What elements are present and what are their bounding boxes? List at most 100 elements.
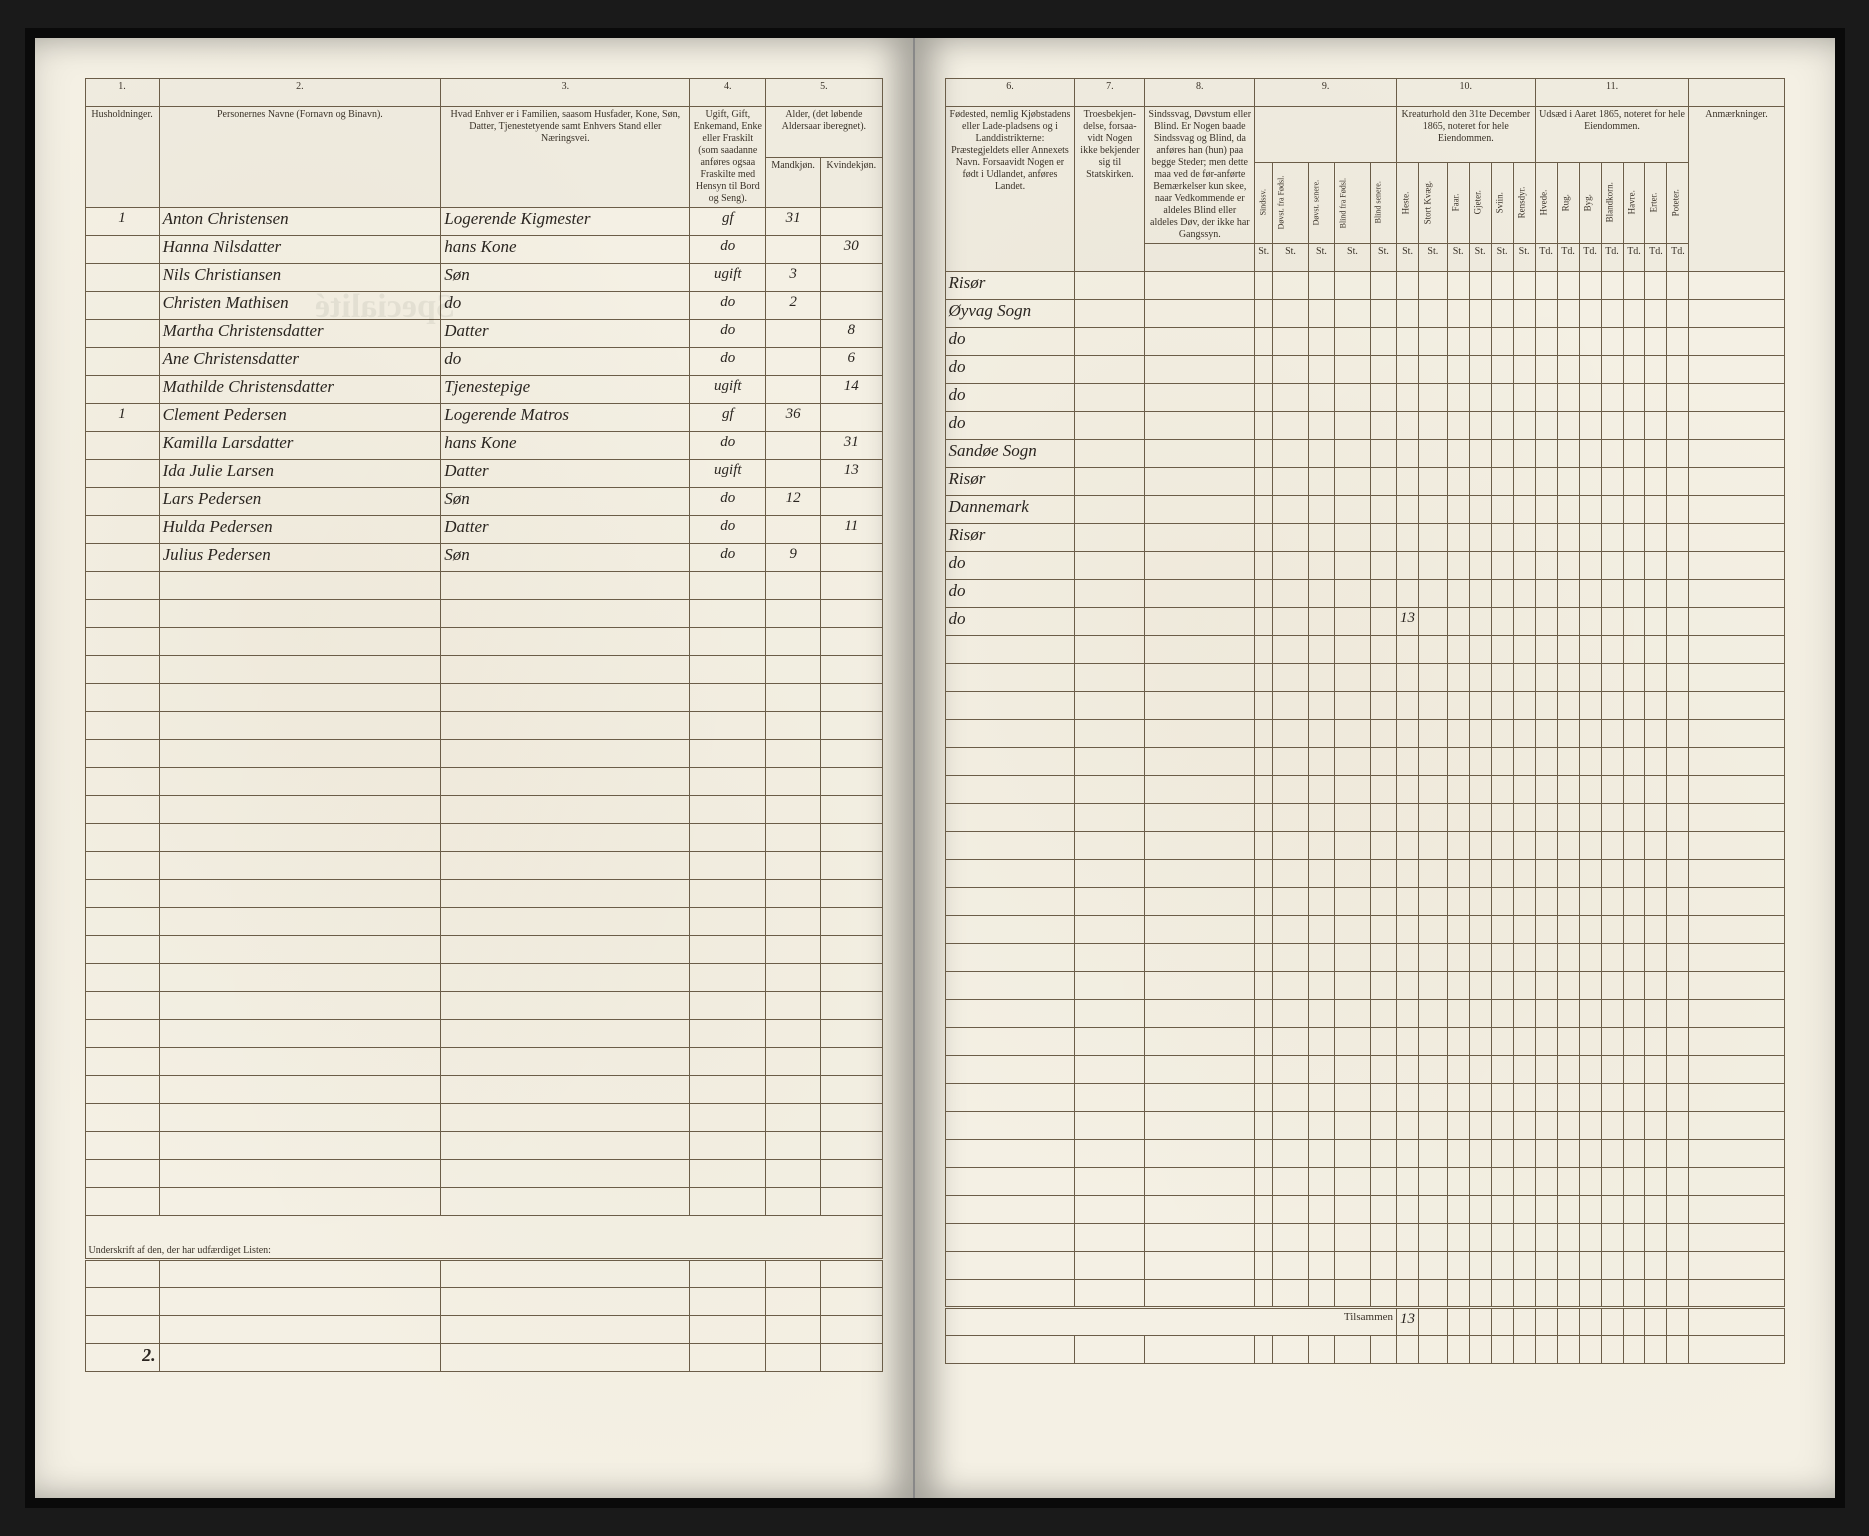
unit-10d: St.: [1469, 244, 1491, 272]
unit-11b: Td.: [1557, 244, 1579, 272]
right-ledger-table: 6. 7. 8. 9. 10. 11. Fødested, nemlig Kjø…: [945, 78, 1785, 1364]
colnum-3: 3.: [441, 79, 690, 107]
table-row: do: [945, 356, 1784, 384]
table-row: [945, 1056, 1784, 1084]
table-row: Christen Mathisen dodo2: [85, 292, 882, 320]
left-empty-rows: [85, 572, 882, 1216]
table-row: Dannemark: [945, 496, 1784, 524]
table-row: do: [945, 580, 1784, 608]
table-row: [85, 936, 882, 964]
unit-11c: Td.: [1579, 244, 1601, 272]
table-row: [945, 636, 1784, 664]
unit-9c: St.: [1308, 244, 1334, 272]
hdr-11e: Havre.: [1623, 162, 1645, 243]
tilsammen-label: Tilsammen: [945, 1308, 1397, 1336]
unit-9d: St.: [1335, 244, 1371, 272]
right-empty-rows: [945, 636, 1784, 1308]
table-row: Lars Pedersen Søndo12: [85, 488, 882, 516]
unit-10e: St.: [1491, 244, 1513, 272]
table-row: [85, 852, 882, 880]
table-row: [85, 992, 882, 1020]
table-row: Sandøe Sogn: [945, 440, 1784, 468]
unit-11d: Td.: [1601, 244, 1623, 272]
hdr-age: Alder, (det løbende Aldersaar iberegnet)…: [766, 107, 882, 158]
hdr-11f: Erter.: [1645, 162, 1667, 243]
table-row: [945, 720, 1784, 748]
table-row: Ida Julie Larsen Datterugift13: [85, 460, 882, 488]
hdr-female: Kvindekjøn.: [821, 158, 882, 208]
hdr-remarks: Anmærkninger.: [1689, 107, 1784, 272]
hdr-11a: Hvede.: [1535, 162, 1557, 243]
table-row: [85, 628, 882, 656]
table-row: do: [945, 552, 1784, 580]
table-row: [85, 1048, 882, 1076]
table-row: [85, 964, 882, 992]
hdr-10e: Sviin.: [1491, 162, 1513, 243]
hdr-9c: Døvst. senere.: [1308, 162, 1334, 243]
table-row: Ane Christensdatter dodo6: [85, 348, 882, 376]
colnum-8: 8.: [1145, 79, 1255, 107]
colnum-2: 2.: [159, 79, 441, 107]
unit-10b: St.: [1419, 244, 1448, 272]
table-row: Kamilla Larsdatterhans Konedo31: [85, 432, 882, 460]
table-row: Martha Christensdatter Datterdo8: [85, 320, 882, 348]
table-row: [945, 1084, 1784, 1112]
unit-11e: Td.: [1623, 244, 1645, 272]
table-row: [945, 1280, 1784, 1308]
hdr-marital: Ugift, Gift, Enkemand, Enke eller Fraski…: [690, 107, 766, 208]
table-row: [85, 880, 882, 908]
hdr-11d: Blandkorn.: [1601, 162, 1623, 243]
table-row: do: [945, 384, 1784, 412]
table-row: [945, 776, 1784, 804]
table-row: do: [945, 328, 1784, 356]
left-table-body: 1Anton ChristensenLogerende Kigmestergf3…: [85, 208, 882, 572]
hdr-livestock: Kreaturhold den 31te December 1865, note…: [1397, 107, 1536, 163]
table-row: Øyvag Sogn: [945, 300, 1784, 328]
table-row: Mathilde ChristensdatterTjenestepigeugif…: [85, 376, 882, 404]
hdr-10d: Gjeter.: [1469, 162, 1491, 243]
table-row: [85, 1076, 882, 1104]
table-row: do: [945, 412, 1784, 440]
hdr-10a: Heste.: [1397, 162, 1419, 243]
colnum-11: 11.: [1535, 79, 1689, 107]
table-row: [945, 1112, 1784, 1140]
table-row: [85, 656, 882, 684]
hdr-names: Personernes Navne (Fornavn og Binavn).: [159, 107, 441, 208]
table-row: Hanna Nilsdatterhans Konedo30: [85, 236, 882, 264]
hdr-9b: Døvst. fra Fødsl.: [1273, 162, 1309, 243]
colnum-10: 10.: [1397, 79, 1536, 107]
unit-11f: Td.: [1645, 244, 1667, 272]
table-row: [85, 684, 882, 712]
table-row: [85, 1160, 882, 1188]
table-row: do13: [945, 608, 1784, 636]
table-row: [85, 1188, 882, 1216]
table-row: 1Anton ChristensenLogerende Kigmestergf3…: [85, 208, 882, 236]
table-row: [945, 804, 1784, 832]
table-row: [945, 1000, 1784, 1028]
hdr-9d: Blind fra Fødsl.: [1335, 162, 1371, 243]
table-row: [945, 860, 1784, 888]
hdr-birthplace: Fødested, nemlig Kjøbstadens eller Lade-…: [945, 107, 1075, 272]
table-row: Hulda Pedersen Datterdo11: [85, 516, 882, 544]
hdr-11b: Rug.: [1557, 162, 1579, 243]
left-ledger-table: 1. 2. 3. 4. 5. Husholdninger. Personerne…: [85, 78, 883, 1372]
hdr-faith: Troesbekjen-delse, forsaa-vidt Nogen ikk…: [1075, 107, 1145, 272]
table-row: Julius Pedersen Søndo9: [85, 544, 882, 572]
unit-10a: St.: [1397, 244, 1419, 272]
hdr-households: Husholdninger.: [85, 107, 159, 208]
colnum-6: 6.: [945, 79, 1075, 107]
table-row: [945, 832, 1784, 860]
table-row: [85, 1104, 882, 1132]
table-row: [85, 1132, 882, 1160]
table-row: Risør: [945, 468, 1784, 496]
table-row: [945, 748, 1784, 776]
table-row: [85, 600, 882, 628]
colnum-12: [1689, 79, 1784, 107]
unit-11g: Td.: [1667, 244, 1689, 272]
unit-10c: St.: [1447, 244, 1469, 272]
unit-11a: Td.: [1535, 244, 1557, 272]
colnum-7: 7.: [1075, 79, 1145, 107]
table-row: [85, 1020, 882, 1048]
unit-9a: St.: [1255, 244, 1273, 272]
household-total: 2.: [85, 1344, 159, 1372]
